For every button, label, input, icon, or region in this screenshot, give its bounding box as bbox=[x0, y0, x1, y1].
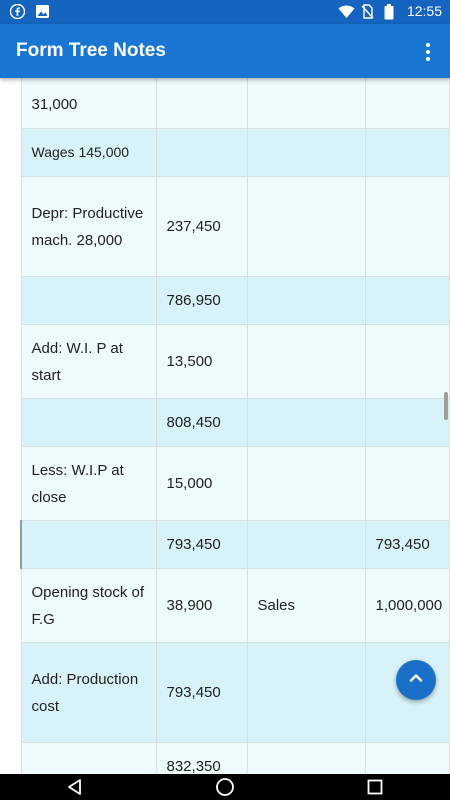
table-row: 793,450 793,450 bbox=[20, 520, 450, 569]
content-scroll-area[interactable]: 31,000 Wages 145,000 Depr: Productive mach… bbox=[0, 78, 450, 774]
table-row: Add: W.I. P at start 13,500 bbox=[20, 324, 450, 399]
more-vert-icon[interactable] bbox=[416, 38, 440, 66]
table-cell: Depr: Productive mach. 28,000 bbox=[20, 176, 157, 277]
notes-table-container: 31,000 Wages 145,000 Depr: Productive mach… bbox=[20, 78, 450, 774]
table-cell: 38,900 bbox=[155, 568, 248, 643]
table-cell: 832,350 bbox=[155, 742, 248, 774]
table-cell bbox=[364, 276, 450, 325]
table-cell: 786,950 bbox=[155, 276, 248, 325]
table-row: 786,950 bbox=[20, 276, 450, 325]
recents-icon[interactable] bbox=[363, 775, 387, 799]
status-bar: 12:55 bbox=[0, 0, 450, 24]
table-cell: 1,000,000 bbox=[364, 568, 450, 643]
table-cell bbox=[20, 520, 157, 569]
table-cell bbox=[364, 128, 450, 177]
table-cell bbox=[20, 742, 157, 774]
navigation-bar bbox=[0, 774, 450, 800]
table-row: Less: W.I.P at close 15,000 bbox=[20, 446, 450, 521]
table-row: Opening stock of F.G 38,900 Sales 1,000,000 bbox=[20, 568, 450, 643]
table-cell: 793,450 bbox=[364, 520, 450, 569]
table-cell: Add: Production cost bbox=[20, 642, 157, 743]
table-cell bbox=[246, 398, 366, 447]
table-row: 31,000 bbox=[20, 78, 450, 129]
table-cell bbox=[364, 742, 450, 774]
table-row: Wages 145,000 bbox=[20, 128, 450, 177]
table-cell: Opening stock of F.G bbox=[20, 568, 157, 643]
status-time: 12:55 bbox=[406, 3, 442, 19]
back-icon[interactable] bbox=[63, 775, 87, 799]
table-cell bbox=[364, 398, 450, 447]
image-icon bbox=[35, 4, 50, 19]
table-cell: 793,450 bbox=[155, 520, 248, 569]
table-cell bbox=[246, 446, 366, 521]
table-cell bbox=[246, 324, 366, 399]
facebook-icon bbox=[9, 3, 26, 20]
table-cell bbox=[246, 276, 366, 325]
table-cell: Wages 145,000 bbox=[20, 128, 157, 177]
scrollbar-thumb[interactable] bbox=[444, 392, 448, 420]
table-cell bbox=[155, 128, 248, 177]
scroll-top-button[interactable] bbox=[396, 660, 436, 700]
table-cell bbox=[364, 176, 450, 277]
table-cell: Sales bbox=[246, 568, 366, 643]
table-cell: 793,450 bbox=[155, 642, 248, 743]
table-cell bbox=[246, 520, 366, 569]
table-cell bbox=[364, 78, 450, 129]
app-title: Form Tree Notes bbox=[16, 40, 166, 61]
chevron-up-icon bbox=[408, 670, 424, 691]
table-cell: 237,450 bbox=[155, 176, 248, 277]
table-cell: 31,000 bbox=[20, 78, 157, 129]
home-icon[interactable] bbox=[213, 775, 237, 799]
table-row: 832,350 bbox=[20, 742, 450, 774]
app-bar: Form Tree Notes bbox=[0, 24, 450, 78]
table-cell: 13,500 bbox=[155, 324, 248, 399]
no-sim-icon bbox=[361, 3, 376, 19]
table-cell bbox=[20, 276, 157, 325]
battery-icon bbox=[384, 3, 399, 19]
table-cell bbox=[155, 78, 248, 129]
table-cell bbox=[246, 128, 366, 177]
table-cell: 15,000 bbox=[155, 446, 248, 521]
table-cell bbox=[246, 176, 366, 277]
table-cell: Add: W.I. P at start bbox=[20, 324, 157, 399]
table-cell bbox=[364, 324, 450, 399]
accounts-table: 31,000 Wages 145,000 Depr: Productive mach… bbox=[20, 78, 450, 774]
table-cell: 808,450 bbox=[155, 398, 248, 447]
table-cell bbox=[364, 446, 450, 521]
wifi-icon bbox=[338, 4, 355, 19]
table-row: Add: Production cost 793,450 bbox=[20, 642, 450, 743]
table-cell bbox=[246, 642, 366, 743]
table-cell: Less: W.I.P at close bbox=[20, 446, 157, 521]
table-cell bbox=[246, 78, 366, 129]
table-cell bbox=[20, 398, 157, 447]
table-row: 808,450 bbox=[20, 398, 450, 447]
table-row: Depr: Productive mach. 28,000 237,450 bbox=[20, 176, 450, 277]
table-cell bbox=[246, 742, 366, 774]
